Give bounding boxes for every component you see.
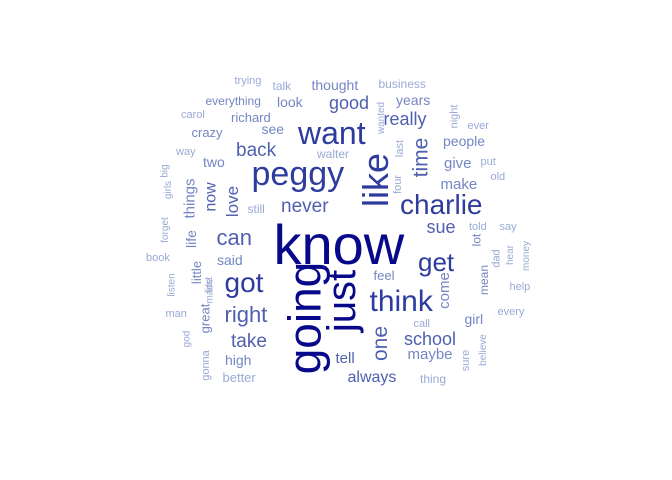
cloud-word-talk: talk [272, 79, 292, 93]
cloud-word-got: got [224, 267, 264, 298]
cloud-word-still: still [247, 202, 265, 216]
cloud-word-lot: lot [468, 233, 483, 247]
cloud-word-make: make [440, 175, 478, 193]
cloud-word-told: told [469, 220, 487, 233]
cloud-word-see: see [261, 121, 285, 137]
cloud-word-now: now [202, 182, 220, 212]
cloud-word-give: give [444, 154, 472, 172]
cloud-word-sure: sure [459, 349, 472, 371]
cloud-word-last: last [393, 139, 406, 157]
cloud-word-believe: believe [477, 334, 489, 366]
cloud-word-things: things [181, 177, 199, 219]
cloud-word-walter: walter [317, 147, 350, 161]
cloud-word-great: great [197, 303, 213, 333]
cloud-word-better: better [222, 369, 256, 385]
cloud-word-book: book [146, 251, 170, 264]
cloud-word-two: two [203, 154, 225, 170]
cloud-word-really: really [383, 109, 427, 129]
cloud-word-peggy: peggy [251, 155, 345, 193]
cloud-word-good: good [329, 93, 370, 113]
cloud-word-one: one [368, 325, 392, 361]
cloud-word-first: first [204, 276, 216, 294]
cloud-word-always: always [347, 369, 397, 386]
cloud-word-mean: mean [477, 264, 492, 296]
cloud-word-richard: richard [231, 109, 271, 125]
cloud-word-little: little [188, 260, 204, 284]
cloud-word-business: business [378, 77, 426, 91]
cloud-word-thing: thing [420, 372, 447, 386]
cloud-word-just: just [320, 269, 365, 333]
cloud-word-old: old [490, 170, 506, 183]
cloud-word-charlie: charlie [400, 189, 483, 220]
cloud-word-listen: listen [166, 273, 178, 297]
cloud-word-night: night [448, 104, 461, 128]
cloud-word-back: back [236, 139, 277, 161]
cloud-word-people: people [443, 133, 486, 149]
cloud-word-time: time [409, 137, 433, 177]
cloud-word-help: help [509, 280, 531, 293]
cloud-word-love: love [222, 185, 242, 217]
cloud-word-forget: forget [159, 217, 171, 243]
cloud-word-god: god [180, 330, 192, 348]
cloud-word-sue: sue [426, 217, 456, 237]
cloud-word-put: put [480, 155, 496, 168]
cloud-word-come: come [435, 271, 453, 309]
cloud-word-thought: thought [311, 77, 359, 93]
cloud-word-said: said [217, 252, 243, 268]
cloud-word-say: say [499, 220, 517, 233]
cloud-word-look: look [277, 94, 303, 110]
cloud-word-take: take [231, 330, 267, 352]
cloud-word-crazy: crazy [191, 124, 223, 140]
word-cloud-area: know going just like peggy want think charlie go… [146, 74, 533, 386]
cloud-word-years: years [396, 92, 431, 108]
cloud-word-think: think [369, 285, 433, 318]
cloud-word-hear: hear [505, 244, 517, 266]
cloud-word-high: high [225, 352, 252, 368]
cloud-word-dad: dad [490, 248, 503, 268]
cloud-word-man: man [165, 307, 187, 320]
cloud-word-trying: trying [234, 74, 262, 87]
cloud-word-maybe: maybe [407, 345, 453, 363]
cloud-word-everything: everything [205, 94, 261, 108]
cloud-word-gonna: gonna [199, 349, 212, 381]
cloud-word-money: money [521, 240, 533, 272]
cloud-word-carol: carol [181, 108, 205, 121]
cloud-word-can: can [216, 225, 252, 250]
cloud-word-ever: ever [467, 119, 489, 132]
cloud-word-want: want [298, 115, 366, 151]
cloud-word-call: call [413, 317, 431, 330]
cloud-word-school: school [404, 329, 457, 349]
cloud-word-like: like [355, 152, 397, 208]
cloud-word-four: four [391, 174, 404, 194]
cloud-word-girls: girls [163, 180, 175, 200]
cloud-word-never: never [281, 195, 329, 217]
cloud-word-know: know [273, 213, 405, 276]
cloud-word-get: get [418, 247, 455, 277]
cloud-word-way: way [176, 145, 196, 158]
cloud-word-girl: girl [464, 311, 484, 327]
cloud-word-big: big [159, 164, 171, 178]
cloud-word-every: every [497, 305, 525, 318]
cloud-word-tell: tell [335, 349, 355, 367]
cloud-word-feel: feel [373, 267, 395, 283]
cloud-word-wanted: wanted [376, 101, 388, 135]
cloud-word-right: right [224, 302, 268, 327]
cloud-word-life: life [182, 230, 199, 248]
